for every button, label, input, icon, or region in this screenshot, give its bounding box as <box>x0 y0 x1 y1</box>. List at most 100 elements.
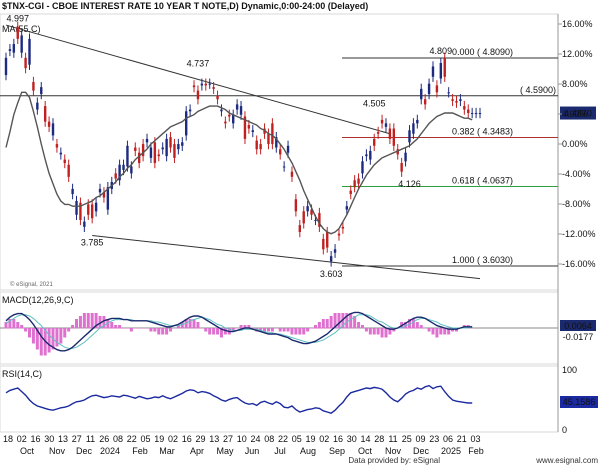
macd-histogram-bar <box>407 319 411 329</box>
macd-histogram-bar <box>118 325 122 329</box>
macd-histogram-bar <box>145 328 149 329</box>
x-axis-month-label: Sep <box>329 446 345 456</box>
macd-histogram-bar <box>169 328 173 332</box>
macd-histogram-bar <box>235 328 239 329</box>
macd-histogram-bar <box>129 328 133 332</box>
candle-body <box>47 121 51 127</box>
x-axis-month-label: Apr <box>190 446 204 456</box>
candle-body <box>36 102 39 110</box>
macd-histogram-bar <box>4 322 8 329</box>
macd-histogram-bar <box>282 328 286 332</box>
macd-histogram-bar <box>349 313 353 329</box>
candle-body <box>32 81 35 91</box>
x-axis-day-label: 29 <box>195 434 205 444</box>
candle-body <box>298 225 302 233</box>
macd-histogram-bar <box>184 319 188 329</box>
macd-histogram-bar <box>470 328 474 329</box>
chart-title: $TNX-CGI - CBOE INTEREST RATE 10 YEAR T … <box>2 1 368 11</box>
macd-histogram-bar <box>110 322 114 329</box>
macd-histogram-bar <box>333 313 337 329</box>
macd-histogram-bar <box>216 328 220 335</box>
candle-body <box>192 85 196 88</box>
macd-histogram-bar <box>86 313 90 329</box>
macd-line <box>5 311 473 352</box>
candle-body <box>243 116 247 139</box>
x-axis-month-label: Aug <box>300 446 316 456</box>
candle-body <box>106 187 110 210</box>
macd-histogram-bar <box>290 328 294 335</box>
candle-body <box>365 154 368 157</box>
candle-body <box>302 211 305 224</box>
candle-body <box>337 233 341 236</box>
macd-histogram-bar <box>298 328 302 335</box>
macd-histogram-bar <box>114 325 118 329</box>
annotation-low_2023: 3.785 <box>81 238 104 248</box>
macd-value-label-2: -0.0177 <box>563 332 594 342</box>
candle-body <box>314 219 317 221</box>
macd-histogram-bar <box>196 322 200 329</box>
x-axis-day-label: 09 <box>415 434 425 444</box>
macd-histogram-bar <box>251 328 255 329</box>
candle-body <box>224 121 227 124</box>
macd-histogram-bar <box>266 328 270 332</box>
fib-level-label: ( 4.5900) <box>520 85 556 95</box>
macd-histogram-bar <box>161 328 165 335</box>
macd-histogram-bar <box>302 328 306 335</box>
x-axis-day-label: 22 <box>127 434 137 444</box>
macd-histogram-bar <box>306 328 310 332</box>
macd-histogram-bar <box>122 328 126 329</box>
candle-body <box>126 145 129 167</box>
candle-body <box>122 164 125 170</box>
macd-histogram-bar <box>16 322 20 329</box>
rsi-value-box <box>560 396 598 408</box>
macd-histogram-bar <box>200 328 204 329</box>
x-axis-day-label: 11 <box>86 434 95 444</box>
x-axis-month-label: May <box>216 446 234 456</box>
candle-body <box>149 147 153 158</box>
candle-body <box>137 152 141 164</box>
candle-body <box>161 147 164 150</box>
candle-body <box>349 190 352 195</box>
candle-body <box>90 204 94 219</box>
x-axis-day-label: 22 <box>278 434 288 444</box>
x-axis-day-label: 24 <box>250 434 260 444</box>
x-axis-day-label: 13 <box>209 434 219 444</box>
candle-body <box>4 57 8 76</box>
macd-histogram-bar <box>90 313 94 329</box>
candle-body <box>232 114 235 124</box>
annotation-high_apr: 4.737 <box>187 58 210 68</box>
candle-body <box>173 144 176 158</box>
macd-histogram-bar <box>63 328 67 338</box>
x-axis-day-label: 08 <box>113 434 123 444</box>
candle-body <box>439 63 443 79</box>
fib-level-label: 1.000 ( 3.6030) <box>452 255 513 265</box>
macd-histogram-bar <box>223 328 227 335</box>
candle-body <box>451 99 454 101</box>
candle-body <box>196 90 200 100</box>
candle-body <box>16 26 19 39</box>
x-axis-day-label: 02 <box>17 434 27 444</box>
macd-histogram-bar <box>294 328 298 335</box>
macd-histogram-bar <box>165 328 169 335</box>
site-footer: www.esignal.com <box>535 456 598 465</box>
candle-body <box>220 109 223 112</box>
x-axis-day-label: 19 <box>154 434 164 444</box>
x-axis-day-label: 02 <box>168 434 178 444</box>
candle-body <box>380 119 384 124</box>
x-axis-day-label: 16 <box>182 434 192 444</box>
candle-body <box>102 192 106 198</box>
macd-histogram-bar <box>243 325 247 329</box>
candle-body <box>153 142 157 164</box>
x-axis-month-label: Dec <box>413 446 430 456</box>
macd-histogram-bar <box>388 328 392 335</box>
x-axis-day-label: 05 <box>140 434 150 444</box>
macd-histogram-bar <box>423 328 427 329</box>
candle-body <box>114 173 117 179</box>
macd-histogram-bar <box>219 328 223 338</box>
macd-histogram-bar <box>415 322 419 329</box>
macd-histogram-bar <box>204 328 208 332</box>
candle-body <box>200 83 204 86</box>
moving-average-line <box>5 91 473 235</box>
macd-histogram-bar <box>360 325 364 329</box>
macd-histogram-bar <box>172 328 176 329</box>
